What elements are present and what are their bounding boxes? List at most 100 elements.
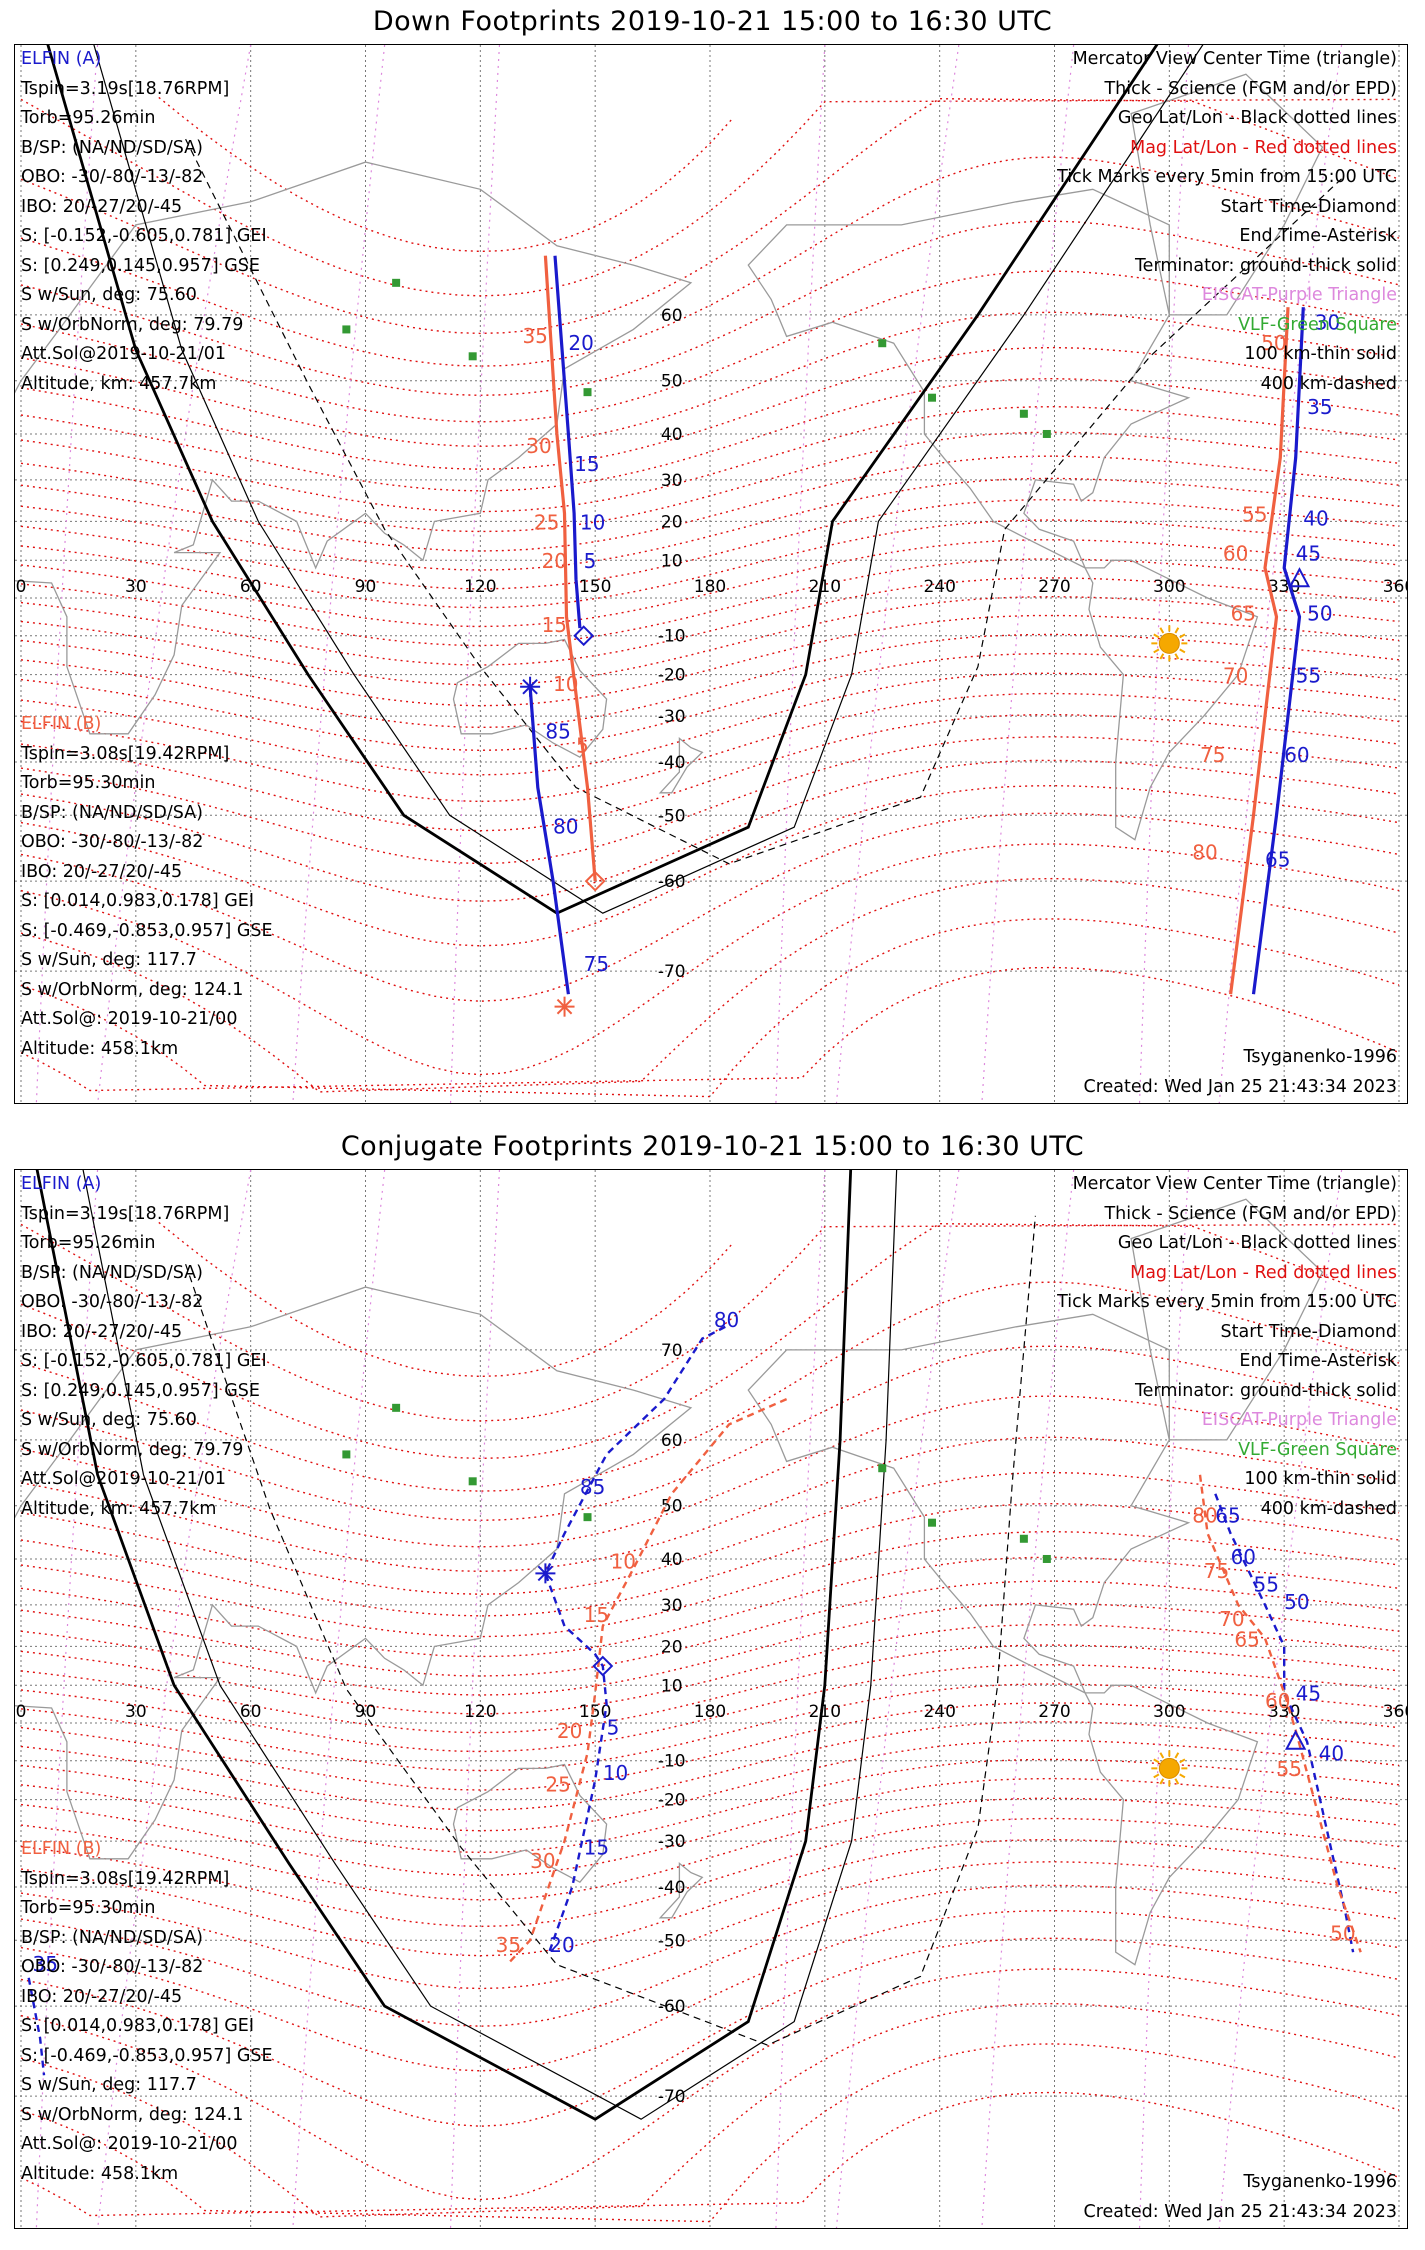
lon-tick-label: 90 <box>355 1702 377 1722</box>
lat-tick-label: 20 <box>661 512 683 532</box>
sat-b-track-tick-label: 55 <box>1242 502 1267 526</box>
sat-b-track-tick-label: 60 <box>1223 541 1248 565</box>
continent-outline <box>452 1763 608 1884</box>
lat-tick-label: -20 <box>658 666 686 686</box>
mag-lat-line <box>20 1471 1400 1595</box>
mag-lat-line <box>20 1683 1400 1772</box>
map-frame: 0306090120150180210240270300330360605040… <box>14 44 1408 1104</box>
sat-a-line: S w/OrbNorm, deg: 79.79 <box>21 314 244 335</box>
sat-b-line: Tspin=3.08s[19.42RPM] <box>21 743 230 764</box>
legend-item: Geo Lat/Lon - Black dotted lines <box>1117 1233 1397 1253</box>
lat-tick-label: -60 <box>658 872 686 892</box>
sat-a-track-tick-label: 50 <box>1307 602 1332 626</box>
vlf-station-marker <box>468 1477 477 1486</box>
sun-ray <box>1159 1778 1165 1785</box>
sat-a-track-tick-label: 60 <box>1284 743 1309 767</box>
lon-tick-label: 60 <box>240 1702 262 1722</box>
sat-b-line: S w/OrbNorm, deg: 124.1 <box>21 2104 244 2125</box>
legend-item: Geo Lat/Lon - Black dotted lines <box>1117 108 1397 128</box>
mag-lat-line <box>20 877 1400 1093</box>
sat-a-line: Tspin=3.19s[18.76RPM] <box>21 78 230 99</box>
mag-meridian <box>1138 45 1190 1103</box>
sat-a-line: S w/Sun, deg: 75.60 <box>21 285 197 305</box>
vlf-station-marker <box>342 325 351 334</box>
map-plot: 0 30 60 90 120 150 180 210 240 270 300 330 360 70 60 50… <box>15 1170 1407 2228</box>
vlf-station-marker <box>928 393 937 402</box>
legend-item: 100 km-thin solid <box>1244 344 1397 364</box>
sat-a-track <box>1251 307 1305 995</box>
sat-a-line: S: [0.249,0.145,0.957] GSE <box>21 1380 260 1401</box>
sat-b-track-tick-label: 70 <box>1223 664 1248 688</box>
sat-b-track-tick-label: 35 <box>522 324 547 348</box>
lon-tick-label: 360 <box>1383 577 1408 597</box>
mag-meridian <box>449 1170 501 2228</box>
vlf-station-marker <box>1019 1534 1028 1543</box>
sat-b-track-tick-label: 80 <box>1192 841 1217 865</box>
mag-lat-line <box>20 2091 1400 2217</box>
vlf-station-marker <box>878 1464 887 1473</box>
lon-tick-label: 120 <box>464 1702 496 1722</box>
sat-b-line: IBO: 20/-27/20/-45 <box>21 861 183 882</box>
legend-item: Thick - Science (FGM and/or EPD) <box>1104 78 1397 99</box>
sat-a-line: S w/Sun, deg: 75.60 <box>21 1410 197 1430</box>
vlf-station-marker <box>583 388 592 397</box>
lat-tick-label: -60 <box>658 1997 686 2017</box>
sat-b-line: S: [0.014,0.983,0.178] GEI <box>21 2016 254 2036</box>
legend-item: Terminator: ground-thick solid <box>1134 255 1397 276</box>
lon-tick-label: 180 <box>694 577 726 597</box>
sat-b-line: S: [-0.469,-0.853,0.957] GSE <box>21 920 273 941</box>
sat-a-track <box>1214 1493 1355 1953</box>
mag-lat-line <box>20 1556 1400 1658</box>
terminator-400km-line <box>185 1215 1036 2046</box>
start-time-diamond <box>592 1655 614 1677</box>
mag-lat-line <box>20 2002 1400 2218</box>
sat-a-track-tick-label: 80 <box>553 814 578 838</box>
mag-meridian <box>981 45 1075 1103</box>
sat-b-line: Altitude: 458.1km <box>21 2163 179 2184</box>
vlf-station-marker <box>878 339 887 348</box>
sat-b-track-tick-label: 30 <box>526 434 551 458</box>
sat-a-track-tick-label: 65 <box>1265 848 1290 872</box>
mag-meridian <box>981 1170 1075 2228</box>
vlf-station-marker <box>1042 1554 1051 1563</box>
legend-item: VLF-Green Square <box>1238 1439 1397 1460</box>
lon-tick-label: 60 <box>240 577 262 597</box>
mag-lat-line <box>20 1884 1400 2027</box>
lat-tick-label: -10 <box>658 627 686 647</box>
sat-a-line: IBO: 20/-27/20/-45 <box>21 196 183 217</box>
mag-meridian <box>835 1170 960 2228</box>
sat-b-info: ELFIN (B) Tspin=3.08s[19.42RPM] Torb=95.… <box>21 710 273 1064</box>
legend-item: Terminator: ground-thick solid <box>1134 1380 1397 1401</box>
down-footprints-panel: Down Footprints 2019-10-21 15:00 to 16:3… <box>14 6 1408 1104</box>
sat-a-track-tick-label: 20 <box>568 331 593 355</box>
sat-b-track-tick-label: 55 <box>1277 1757 1302 1781</box>
sat-a-track-tick-label: 60 <box>1231 1545 1256 1569</box>
mag-lat-line <box>20 1644 1400 1734</box>
mag-lat-line <box>20 713 1400 832</box>
sun-ray <box>1179 648 1186 654</box>
sat-a-line: S: [-0.152,-0.605,0.781] GEI <box>21 226 267 246</box>
mag-lat-line <box>20 759 1400 902</box>
map-frame: 0 30 60 90 120 150 180 210 240 270 300 330 360 70 60 50… <box>14 1169 1408 2229</box>
sat-a-info: ELFIN (A) Tspin=3.19s[18.76RPM] Torb=95.… <box>21 1170 267 1524</box>
sat-a-line: Altitude, km: 457.7km <box>21 1498 217 1519</box>
continent-outline <box>15 1286 693 1860</box>
mag-lat-line <box>20 1580 1400 1677</box>
vlf-station-marker <box>392 1403 401 1412</box>
lat-tick-label: -10 <box>658 1752 686 1772</box>
continent-outline <box>658 1862 704 1919</box>
sat-a-line: B/SP: (NA/ND/SD/SA) <box>21 137 203 158</box>
sat-a-track <box>544 1325 726 1953</box>
legend: Mercator View Center Time (triangle) Thi… <box>1057 45 1397 399</box>
mag-lat-line <box>20 577 1400 666</box>
sat-b-track <box>543 255 597 882</box>
lat-tick-label: -30 <box>658 1832 686 1852</box>
sat-b-track-tick-label: 75 <box>1204 1559 1229 1583</box>
map-plot: 0306090120150180210240270300330360605040… <box>15 45 1408 1103</box>
sat-a-track-tick-label: 10 <box>580 510 605 534</box>
sat-b-line: Att.Sol@: 2019-10-21/00 <box>21 2134 238 2154</box>
mag-lat-line <box>20 595 1400 686</box>
legend-item: Mag Lat/Lon - Red dotted lines <box>1130 137 1397 158</box>
lat-tick-label: -30 <box>658 707 686 727</box>
sat-a-line: Att.Sol@2019-10-21/01 <box>21 1469 226 1489</box>
